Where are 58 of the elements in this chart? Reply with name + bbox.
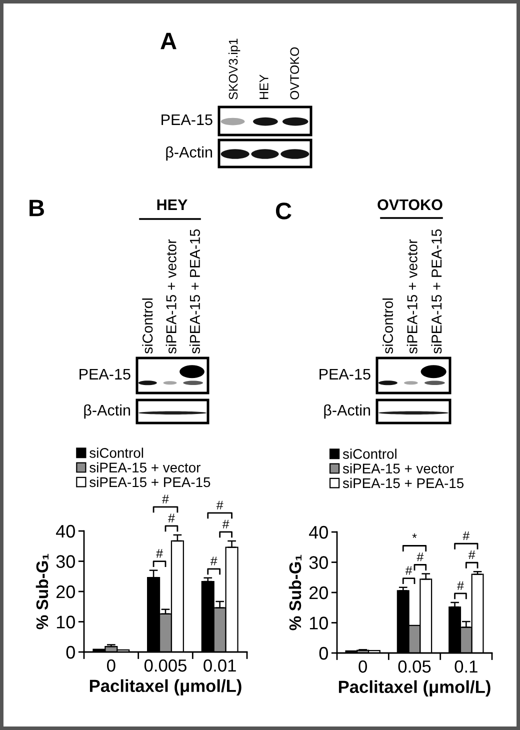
- text: A: [160, 32, 176, 50]
- category-label: PEA-15: [162, 114, 212, 126]
- category-label: SKOV3.ip1: [228, 38, 240, 100]
- legend-label: siControl: [342, 448, 396, 459]
- category-label: siControl: [142, 298, 153, 354]
- category-label: β-Actin: [84, 404, 130, 419]
- x-tick-label: 0.1: [454, 660, 478, 673]
- annotation: #: [462, 531, 470, 540]
- y-tick-label: 30: [56, 555, 75, 568]
- category-label: siPEA-15 + PEA-15: [190, 229, 200, 354]
- category-label: siPEA-15 + PEA-15: [431, 229, 442, 354]
- legend-label: siPEA-15 + vector: [90, 462, 200, 472]
- text: OVTOKO: [378, 199, 442, 210]
- category-label: β-Actin: [166, 146, 212, 161]
- legend-label: siControl: [90, 448, 144, 458]
- text: C: [276, 202, 292, 220]
- category-label: siControl: [382, 298, 394, 354]
- annotation: #: [405, 566, 412, 575]
- legend-label: siPEA-15 + vector: [342, 463, 454, 474]
- y-tick-label: 0: [319, 646, 328, 660]
- legend-label: siPEA-15 + PEA-15: [90, 476, 210, 488]
- x-tick-label: 0: [107, 659, 116, 672]
- y-tick-label: 20: [56, 585, 75, 598]
- text: B: [30, 200, 44, 216]
- category-label: HEY: [260, 74, 268, 99]
- y-tick-label: 40: [309, 526, 328, 539]
- x-axis-title: Paclitaxel (μmol/L): [90, 679, 242, 696]
- category-label: siPEA-15 + vector: [166, 239, 176, 354]
- x-tick-label: 0.005: [144, 659, 186, 672]
- annotation: #: [416, 552, 424, 562]
- x-tick-label: 0.05: [398, 660, 431, 673]
- annotation: *: [412, 534, 417, 538]
- y-tick-label: 10: [56, 616, 75, 628]
- x-axis-title: Paclitaxel (μmol/L): [338, 680, 490, 696]
- category-label: siPEA-15 + vector: [406, 239, 418, 354]
- annotation: #: [210, 556, 218, 566]
- y-tick-label: 0: [66, 646, 75, 659]
- y-tick-label: 30: [309, 556, 328, 569]
- annotation: #: [457, 581, 464, 590]
- text: #: [162, 494, 169, 504]
- annotation: #: [468, 550, 476, 560]
- text: HEY: [157, 199, 188, 210]
- category-label: PEA-15: [80, 368, 130, 380]
- category-label: PEA-15: [320, 368, 370, 380]
- y-axis-title: % Sub-G₁: [36, 554, 48, 630]
- y-tick-label: 40: [56, 524, 75, 538]
- x-tick-label: 0.01: [204, 659, 236, 672]
- text: #: [168, 514, 175, 522]
- legend-label: siPEA-15 + PEA-15: [342, 478, 464, 488]
- x-tick-label: 0: [358, 660, 367, 673]
- y-tick-label: 20: [309, 586, 328, 600]
- category-label: OVTOKO: [290, 47, 300, 100]
- category-label: β-Actin: [324, 404, 370, 419]
- text: #: [222, 520, 230, 528]
- y-tick-label: 10: [310, 616, 328, 630]
- annotation: #: [156, 549, 163, 558]
- y-axis-title: % Sub-G₁: [288, 554, 302, 630]
- text: #: [216, 500, 224, 510]
